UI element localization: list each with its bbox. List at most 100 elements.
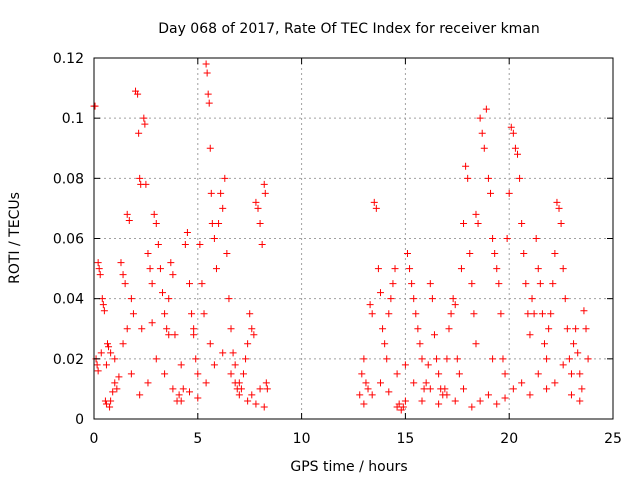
y-tick-label: 0.1	[62, 111, 84, 127]
data-point	[526, 391, 534, 399]
data-point	[555, 204, 563, 212]
data-point	[138, 325, 146, 333]
data-point	[443, 391, 451, 399]
data-point	[163, 325, 171, 333]
data-point	[428, 295, 436, 303]
data-point	[549, 280, 557, 288]
data-point	[258, 241, 266, 249]
data-point	[212, 265, 220, 273]
x-tick-label: 5	[193, 431, 202, 447]
data-point	[435, 370, 443, 378]
data-point	[430, 331, 438, 339]
data-point	[376, 379, 384, 387]
data-point	[210, 361, 218, 369]
data-point	[416, 340, 424, 348]
data-point	[410, 379, 418, 387]
data-point	[565, 355, 573, 363]
data-point	[480, 144, 488, 152]
data-point	[148, 319, 156, 327]
data-point	[254, 204, 262, 212]
y-tick-label: 0.06	[53, 232, 84, 248]
data-point	[123, 210, 131, 218]
data-point	[551, 379, 559, 387]
data-point	[208, 219, 216, 227]
data-point	[570, 340, 578, 348]
data-point	[196, 241, 204, 249]
data-point	[524, 310, 532, 318]
data-point	[169, 385, 177, 393]
data-point	[97, 349, 105, 357]
data-point	[117, 259, 125, 267]
data-point	[152, 219, 160, 227]
data-point	[262, 379, 270, 387]
data-point	[185, 388, 193, 396]
data-point	[391, 265, 399, 273]
data-point	[557, 219, 565, 227]
data-point	[94, 367, 102, 375]
data-point	[242, 355, 250, 363]
data-point	[491, 250, 499, 258]
data-point	[107, 349, 115, 357]
data-point	[159, 289, 167, 297]
data-point	[115, 373, 123, 381]
data-point	[185, 280, 193, 288]
y-axis-label: ROTI / TECUs	[7, 192, 23, 284]
data-point	[379, 325, 387, 333]
data-point	[156, 265, 164, 273]
data-point	[543, 385, 551, 393]
data-point	[219, 204, 227, 212]
data-point	[356, 391, 364, 399]
data-point	[127, 295, 135, 303]
data-point	[574, 349, 582, 357]
data-point	[237, 385, 245, 393]
data-point	[387, 295, 395, 303]
data-point	[161, 370, 169, 378]
data-point	[171, 331, 179, 339]
data-point	[227, 370, 235, 378]
data-point	[372, 204, 380, 212]
data-point	[93, 361, 101, 369]
data-point	[462, 162, 470, 170]
data-point	[119, 271, 127, 279]
data-point	[235, 379, 243, 387]
data-point	[410, 295, 418, 303]
data-point	[141, 120, 149, 128]
data-point	[150, 210, 158, 218]
data-point	[445, 325, 453, 333]
data-point	[148, 280, 156, 288]
data-point	[399, 403, 407, 411]
data-point	[113, 385, 121, 393]
data-point	[252, 400, 260, 408]
data-point	[514, 150, 522, 158]
data-point	[584, 355, 592, 363]
data-point	[447, 310, 455, 318]
x-axis-label: GPS time / hours	[290, 459, 407, 475]
data-point	[119, 340, 127, 348]
data-point	[518, 219, 526, 227]
data-point	[161, 310, 169, 318]
data-point	[414, 325, 422, 333]
data-point	[135, 129, 143, 137]
data-point	[522, 280, 530, 288]
data-point	[433, 355, 441, 363]
data-point	[102, 361, 110, 369]
data-point	[468, 280, 476, 288]
data-point	[576, 397, 584, 405]
data-point	[561, 295, 569, 303]
data-point	[509, 129, 517, 137]
data-point	[534, 265, 542, 273]
plot-frame	[93, 57, 614, 420]
data-point	[94, 259, 102, 267]
data-point	[420, 385, 428, 393]
data-point	[140, 114, 148, 122]
data-point	[381, 340, 389, 348]
data-point	[239, 370, 247, 378]
data-point	[206, 340, 214, 348]
y-tick-label: 0.04	[53, 292, 84, 308]
data-point	[499, 355, 507, 363]
data-point	[493, 265, 501, 273]
data-point	[100, 307, 108, 315]
data-point	[424, 361, 432, 369]
data-point	[493, 400, 501, 408]
data-point	[472, 210, 480, 218]
